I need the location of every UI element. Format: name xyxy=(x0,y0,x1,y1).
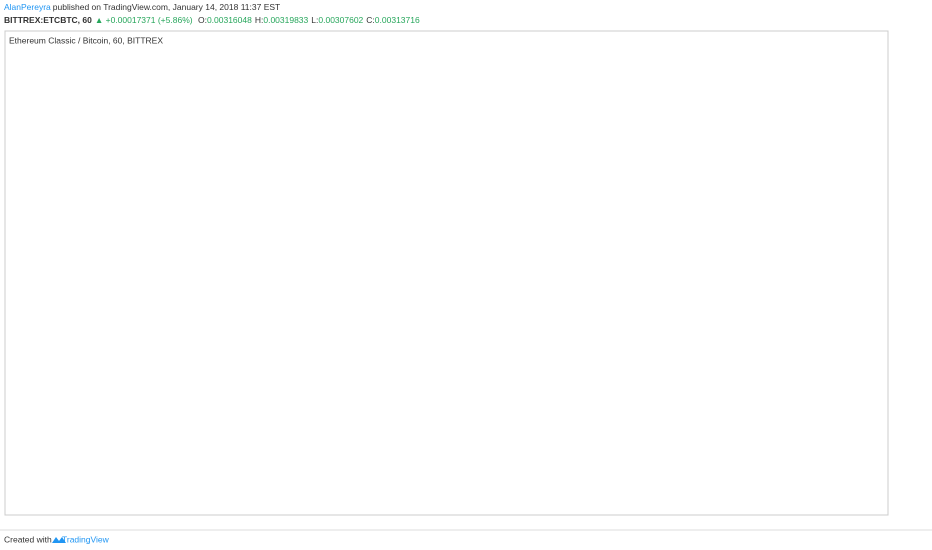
footer-brand[interactable]: TradingView xyxy=(62,534,110,544)
ohlc-key: H: xyxy=(254,15,264,25)
published: published on TradingView.com, January 14… xyxy=(52,2,281,12)
author[interactable]: AlanPereyra xyxy=(4,2,51,12)
symbol-line: BITTREX:ETCBTC, 60 ▲ +0.00017371 (+5.86%)… xyxy=(4,15,423,25)
chart-title: Ethereum Classic / Bitcoin, 60, BITTREX xyxy=(9,35,163,45)
symbol: BITTREX:ETCBTC, 60 xyxy=(4,15,92,25)
ohlc-value: 0.00319833 xyxy=(263,15,309,25)
publish-line: AlanPereyra published on TradingView.com,… xyxy=(4,2,283,12)
change: ▲ +0.00017371 (+5.86%) xyxy=(94,15,193,25)
ohlc-key: C: xyxy=(366,15,375,25)
ohlc-key: L: xyxy=(311,15,319,25)
ohlc-value: 0.00307602 xyxy=(318,15,364,25)
footer-text: Created with xyxy=(4,534,52,544)
ohlc-value: 0.00316048 xyxy=(206,15,252,25)
plot-frame xyxy=(4,30,889,516)
ohlc-key: O: xyxy=(197,15,207,25)
logo xyxy=(52,537,66,543)
ohlc-value: 0.00313716 xyxy=(374,15,420,25)
